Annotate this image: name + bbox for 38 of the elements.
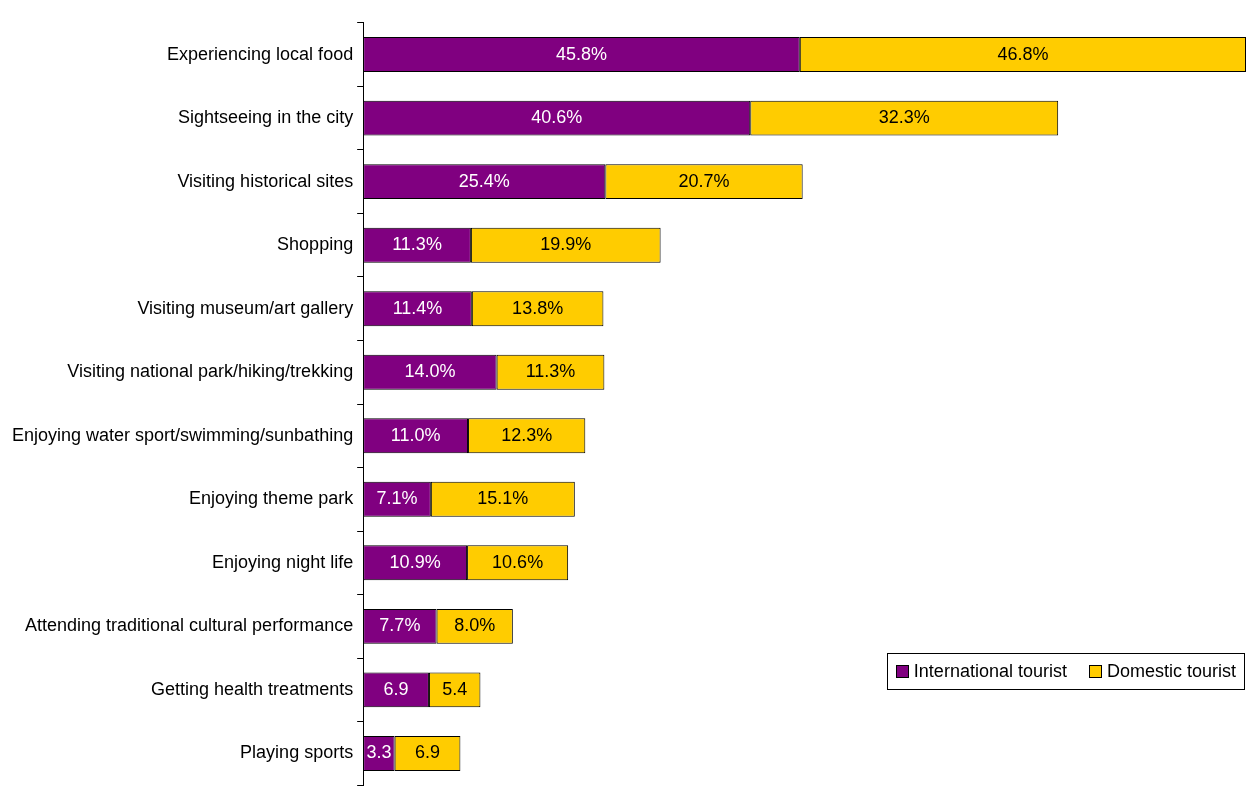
data-label: 40.6% <box>531 107 583 128</box>
data-label: 8.0% <box>454 615 496 636</box>
data-label: 19.9% <box>540 234 592 255</box>
y-tick-label: Enjoying water sport/swimming/sunbathing <box>11 424 354 445</box>
data-label: 20.7% <box>678 170 730 191</box>
data-label: 7.7% <box>379 615 421 636</box>
data-label: 11.3% <box>392 234 442 255</box>
y-tick-label: Attending traditional cultural performance <box>24 615 354 636</box>
data-label: 3.3 <box>366 742 392 763</box>
data-label: 11.4% <box>392 297 443 318</box>
data-label: 14.0% <box>404 361 456 382</box>
y-tick-label: Visiting historical sites <box>177 170 354 191</box>
y-tick-label: Visiting museum/art gallery <box>137 297 354 318</box>
data-label: 11.0% <box>390 424 441 445</box>
data-label: 6.9 <box>383 678 409 699</box>
legend-label: Domestic tourist <box>1106 661 1236 682</box>
data-label: 32.3% <box>878 107 930 128</box>
data-label: 7.1% <box>376 488 418 509</box>
legend-label: International tourist <box>913 661 1067 682</box>
data-label: 6.9 <box>415 742 441 763</box>
data-label: 12.3% <box>501 424 553 445</box>
data-label: 25.4% <box>458 170 510 191</box>
data-label: 45.8% <box>555 43 608 64</box>
y-tick-label: Experiencing local food <box>167 43 354 64</box>
y-tick-label: Shopping <box>277 234 354 255</box>
y-tick-label: Playing sports <box>240 742 354 763</box>
data-label: 10.9% <box>389 551 441 572</box>
data-label: 10.6% <box>492 551 544 572</box>
data-label: 46.8% <box>997 43 1049 64</box>
y-tick-label: Sightseeing in the city <box>178 107 354 128</box>
data-label: 11.3% <box>525 361 576 382</box>
data-label: 15.1% <box>477 488 529 509</box>
data-label: 5.4 <box>442 678 468 699</box>
data-label: 13.8% <box>512 297 564 318</box>
y-tick-label: Enjoying night life <box>212 551 354 572</box>
y-tick-label: Enjoying theme park <box>189 488 355 509</box>
y-tick-label: Getting health treatments <box>151 678 354 699</box>
y-tick-label: Visiting national park/hiking/trekking <box>67 361 354 382</box>
